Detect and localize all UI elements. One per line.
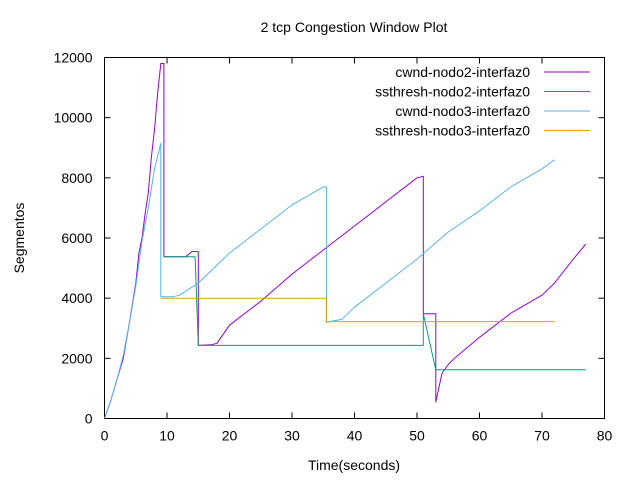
x-tick-label: 60 bbox=[472, 428, 488, 444]
y-tick-label: 8000 bbox=[61, 170, 92, 186]
chart-title: 2 tcp Congestion Window Plot bbox=[261, 19, 448, 35]
series-layer bbox=[104, 63, 587, 419]
series-line-1 bbox=[104, 63, 587, 419]
x-tick-label: 50 bbox=[409, 428, 425, 444]
y-axis: 0 2000 4000 6000 8000 10000 12000 bbox=[54, 50, 605, 427]
legend-label: cwnd-nodo3-interfaz0 bbox=[395, 103, 530, 119]
y-tick-label: 2000 bbox=[61, 350, 92, 366]
y-tick-label: 10000 bbox=[54, 110, 93, 126]
x-tick-label: 0 bbox=[101, 428, 109, 444]
legend-label: cwnd-nodo2-interfaz0 bbox=[395, 64, 530, 80]
legend: cwnd-nodo2-interfaz0 ssthresh-nodo2-inter… bbox=[375, 64, 590, 139]
series-line-2 bbox=[163, 256, 586, 371]
y-tick-label: 12000 bbox=[54, 50, 93, 66]
x-axis-label: Time(seconds) bbox=[308, 457, 400, 473]
y-tick-label: 4000 bbox=[61, 290, 92, 306]
x-tick-label: 10 bbox=[159, 428, 175, 444]
x-tick-label: 40 bbox=[347, 428, 363, 444]
x-tick-label: 70 bbox=[534, 428, 550, 444]
y-tick-label: 6000 bbox=[61, 230, 92, 246]
y-axis-label: Segmentos bbox=[11, 203, 27, 274]
legend-label: ssthresh-nodo3-interfaz0 bbox=[375, 123, 530, 139]
x-tick-label: 30 bbox=[284, 428, 300, 444]
x-tick-label: 20 bbox=[222, 428, 238, 444]
x-axis: 0 10 20 30 40 50 60 70 80 bbox=[101, 57, 613, 444]
series-line-4 bbox=[160, 297, 555, 323]
series-line-3 bbox=[104, 142, 555, 419]
legend-label: ssthresh-nodo2-interfaz0 bbox=[375, 84, 530, 100]
x-tick-label: 80 bbox=[597, 428, 613, 444]
y-tick-label: 0 bbox=[85, 411, 93, 427]
